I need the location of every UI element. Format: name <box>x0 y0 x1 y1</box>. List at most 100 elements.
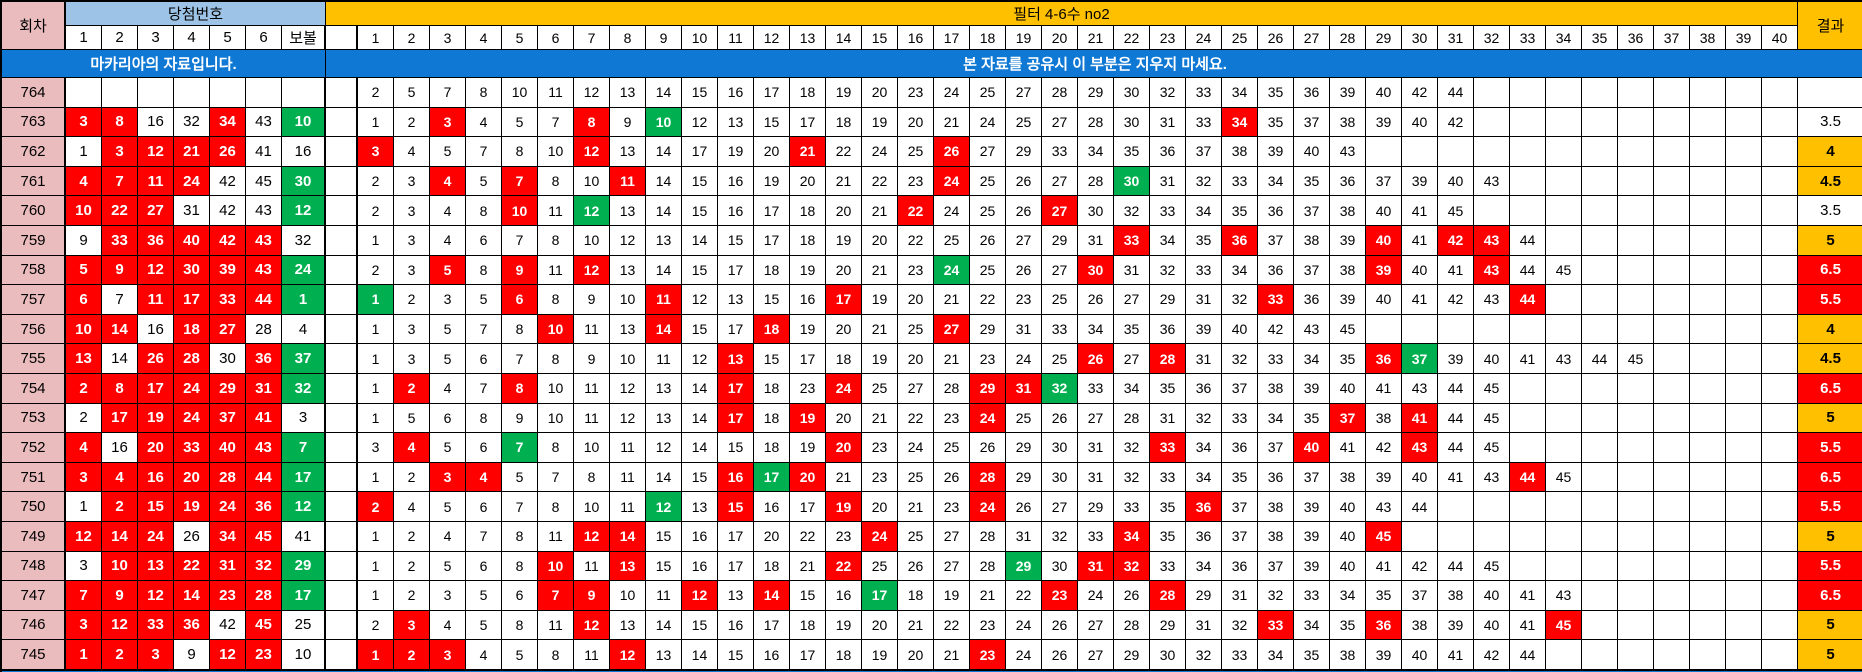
win-number-cell[interactable]: 42 <box>210 225 246 256</box>
filter-column-header[interactable]: 27 <box>1294 26 1330 50</box>
filter-cell[interactable]: 32 <box>1186 403 1222 434</box>
filter-cell[interactable]: 24 <box>934 255 970 286</box>
filter-cell[interactable]: 29 <box>970 314 1006 345</box>
filter-cell[interactable]: 11 <box>538 78 574 108</box>
filter-cell[interactable] <box>1582 137 1618 167</box>
filter-cell[interactable] <box>1582 225 1618 256</box>
filter-cell[interactable]: 33 <box>1078 373 1114 404</box>
filter-cell[interactable]: 35 <box>1150 373 1186 404</box>
filter-cell[interactable] <box>1726 492 1762 522</box>
filter-cell[interactable]: 17 <box>754 462 790 493</box>
filter-cell[interactable]: 39 <box>1366 255 1402 286</box>
filter-cell[interactable] <box>1582 255 1618 286</box>
filter-cell[interactable] <box>1366 137 1402 167</box>
win-number-cell[interactable]: 24 <box>174 403 210 434</box>
filter-cell[interactable]: 12 <box>574 255 610 286</box>
filter-cell[interactable]: 15 <box>718 640 754 670</box>
filter-column-header[interactable]: 35 <box>1582 26 1618 50</box>
round-cell[interactable]: 758 <box>2 255 66 286</box>
win-number-cell[interactable]: 2 <box>102 640 138 670</box>
filter-cell[interactable]: 19 <box>826 225 862 256</box>
win-number-cell[interactable]: 28 <box>210 462 246 493</box>
filter-cell[interactable]: 31 <box>1186 285 1222 315</box>
filter-cell[interactable]: 20 <box>790 166 826 197</box>
filter-cell[interactable]: 4 <box>466 640 502 670</box>
filter-cell[interactable]: 12 <box>610 403 646 434</box>
filter-cell[interactable]: 23 <box>934 492 970 522</box>
filter-cell[interactable]: 36 <box>1366 610 1402 641</box>
filter-cell[interactable]: 3 <box>430 581 466 611</box>
win-number-cell[interactable]: 40 <box>210 433 246 463</box>
filter-cell[interactable]: 3 <box>430 285 466 315</box>
filter-cell[interactable]: 12 <box>646 492 682 522</box>
filter-cell[interactable]: 15 <box>682 610 718 641</box>
filter-cell[interactable]: 37 <box>1186 137 1222 167</box>
filter-cell[interactable]: 3 <box>394 344 430 374</box>
filter-column-header[interactable]: 25 <box>1222 26 1258 50</box>
win-number-cell[interactable]: 36 <box>246 344 282 374</box>
filter-cell[interactable]: 24 <box>898 433 934 463</box>
filter-cell[interactable]: 32 <box>1222 285 1258 315</box>
filter-cell[interactable]: 27 <box>1078 640 1114 670</box>
filter-column-header[interactable]: 20 <box>1042 26 1078 50</box>
filter-cell[interactable]: 33 <box>1258 285 1294 315</box>
filter-cell[interactable]: 33 <box>1222 166 1258 197</box>
filter-column-header[interactable]: 12 <box>754 26 790 50</box>
filter-cell[interactable]: 30 <box>1042 462 1078 493</box>
win-number-cell[interactable]: 17 <box>174 285 210 315</box>
filter-cell[interactable]: 13 <box>610 314 646 345</box>
filter-cell[interactable]: 14 <box>682 403 718 434</box>
filter-cell[interactable]: 5 <box>430 551 466 582</box>
filter-cell[interactable]: 26 <box>970 225 1006 256</box>
filter-cell[interactable] <box>1438 137 1474 167</box>
filter-column-header[interactable]: 2 <box>394 26 430 50</box>
filter-cell[interactable] <box>1762 285 1798 315</box>
filter-cell[interactable] <box>1582 492 1618 522</box>
filter-cell[interactable]: 14 <box>646 255 682 286</box>
filter-cell[interactable] <box>1582 403 1618 434</box>
filter-cell[interactable]: 15 <box>718 492 754 522</box>
filter-cell[interactable]: 39 <box>1294 551 1330 582</box>
filter-cell[interactable]: 39 <box>1402 166 1438 197</box>
filter-cell[interactable]: 27 <box>934 314 970 345</box>
filter-column-header[interactable]: 9 <box>646 26 682 50</box>
win-number-cell[interactable]: 45 <box>246 610 282 641</box>
filter-cell[interactable]: 33 <box>1042 314 1078 345</box>
filter-cell[interactable] <box>1762 344 1798 374</box>
filter-cell[interactable]: 4 <box>430 225 466 256</box>
filter-cell[interactable]: 10 <box>574 166 610 197</box>
filter-cell[interactable]: 23 <box>862 433 898 463</box>
result-cell[interactable]: 5 <box>1798 610 1862 641</box>
filter-cell[interactable]: 8 <box>466 196 502 226</box>
filter-cell[interactable]: 26 <box>1006 166 1042 197</box>
filter-cell[interactable] <box>1726 78 1762 108</box>
filter-column-header[interactable]: 33 <box>1510 26 1546 50</box>
result-cell[interactable]: 6.5 <box>1798 255 1862 286</box>
filter-cell[interactable]: 17 <box>754 196 790 226</box>
filter-column-header[interactable]: 17 <box>934 26 970 50</box>
result-cell[interactable]: 3.5 <box>1798 196 1862 226</box>
filter-cell[interactable]: 36 <box>1222 551 1258 582</box>
filter-cell[interactable]: 25 <box>898 521 934 552</box>
filter-cell[interactable]: 43 <box>1402 433 1438 463</box>
filter-cell[interactable]: 11 <box>610 492 646 522</box>
filter-cell[interactable]: 21 <box>898 492 934 522</box>
filter-cell[interactable] <box>1654 137 1690 167</box>
filter-cell[interactable]: 23 <box>1042 581 1078 611</box>
win-column-header[interactable]: 3 <box>138 26 174 50</box>
win-number-cell[interactable]: 8 <box>102 373 138 404</box>
win-number-cell[interactable] <box>102 78 138 108</box>
result-cell[interactable]: 6.5 <box>1798 462 1862 493</box>
filter-cell[interactable] <box>1474 78 1510 108</box>
filter-cell[interactable] <box>1726 196 1762 226</box>
round-cell[interactable]: 760 <box>2 196 66 226</box>
filter-cell[interactable]: 28 <box>1150 344 1186 374</box>
filter-cell[interactable]: 35 <box>1294 403 1330 434</box>
filter-cell[interactable]: 18 <box>754 403 790 434</box>
win-number-cell[interactable]: 41 <box>246 403 282 434</box>
win-number-cell[interactable]: 30 <box>174 255 210 286</box>
filter-cell[interactable]: 8 <box>574 462 610 493</box>
filter-cell[interactable]: 40 <box>1474 610 1510 641</box>
filter-cell[interactable]: 7 <box>538 581 574 611</box>
filter-cell[interactable]: 36 <box>1150 314 1186 345</box>
